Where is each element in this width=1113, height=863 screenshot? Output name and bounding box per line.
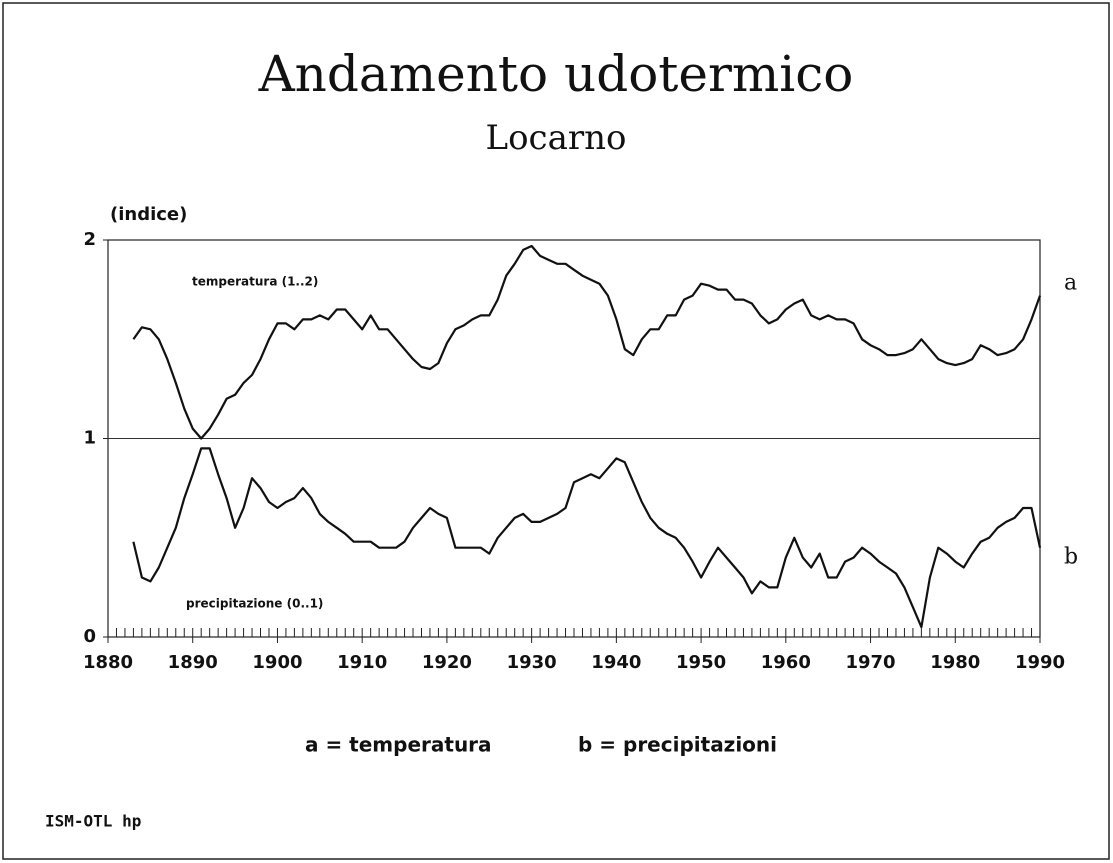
x-tick-label: 1980: [930, 652, 980, 673]
x-tick-label: 1960: [761, 652, 811, 673]
x-tick-label: 1940: [591, 652, 641, 673]
x-tick-label: 1890: [168, 652, 218, 673]
x-tick-label: 1930: [507, 652, 557, 673]
x-tick-label: 1990: [1015, 652, 1065, 673]
line-series: [132, 244, 1042, 440]
x-tick-label: 1920: [422, 652, 472, 673]
x-tick-label: 1910: [337, 652, 387, 673]
chart-title: Andamento udotermico: [258, 45, 854, 103]
legend-entry: b = precipitazioni: [578, 733, 777, 757]
y-tick-label: 1: [83, 428, 96, 449]
x-tick-label: 1900: [252, 652, 302, 673]
legend-entry: a = temperatura: [305, 733, 492, 757]
line-series: [132, 447, 1042, 629]
x-tick-label: 1950: [676, 652, 726, 673]
chart-subtitle: Locarno: [486, 118, 627, 158]
annotation: temperatura (1..2): [192, 275, 318, 289]
x-tick-label: 1970: [845, 652, 895, 673]
y-axis-label: (indice): [110, 204, 187, 225]
y-tick-label: 2: [83, 229, 96, 250]
y-tick-label: 0: [83, 626, 96, 647]
series-label: b: [1064, 545, 1078, 570]
annotation: precipitazione (0..1): [186, 597, 323, 611]
footer: ISM-OTL hp: [45, 812, 141, 831]
x-tick-label: 1880: [83, 652, 133, 673]
series-label: a: [1064, 271, 1077, 296]
